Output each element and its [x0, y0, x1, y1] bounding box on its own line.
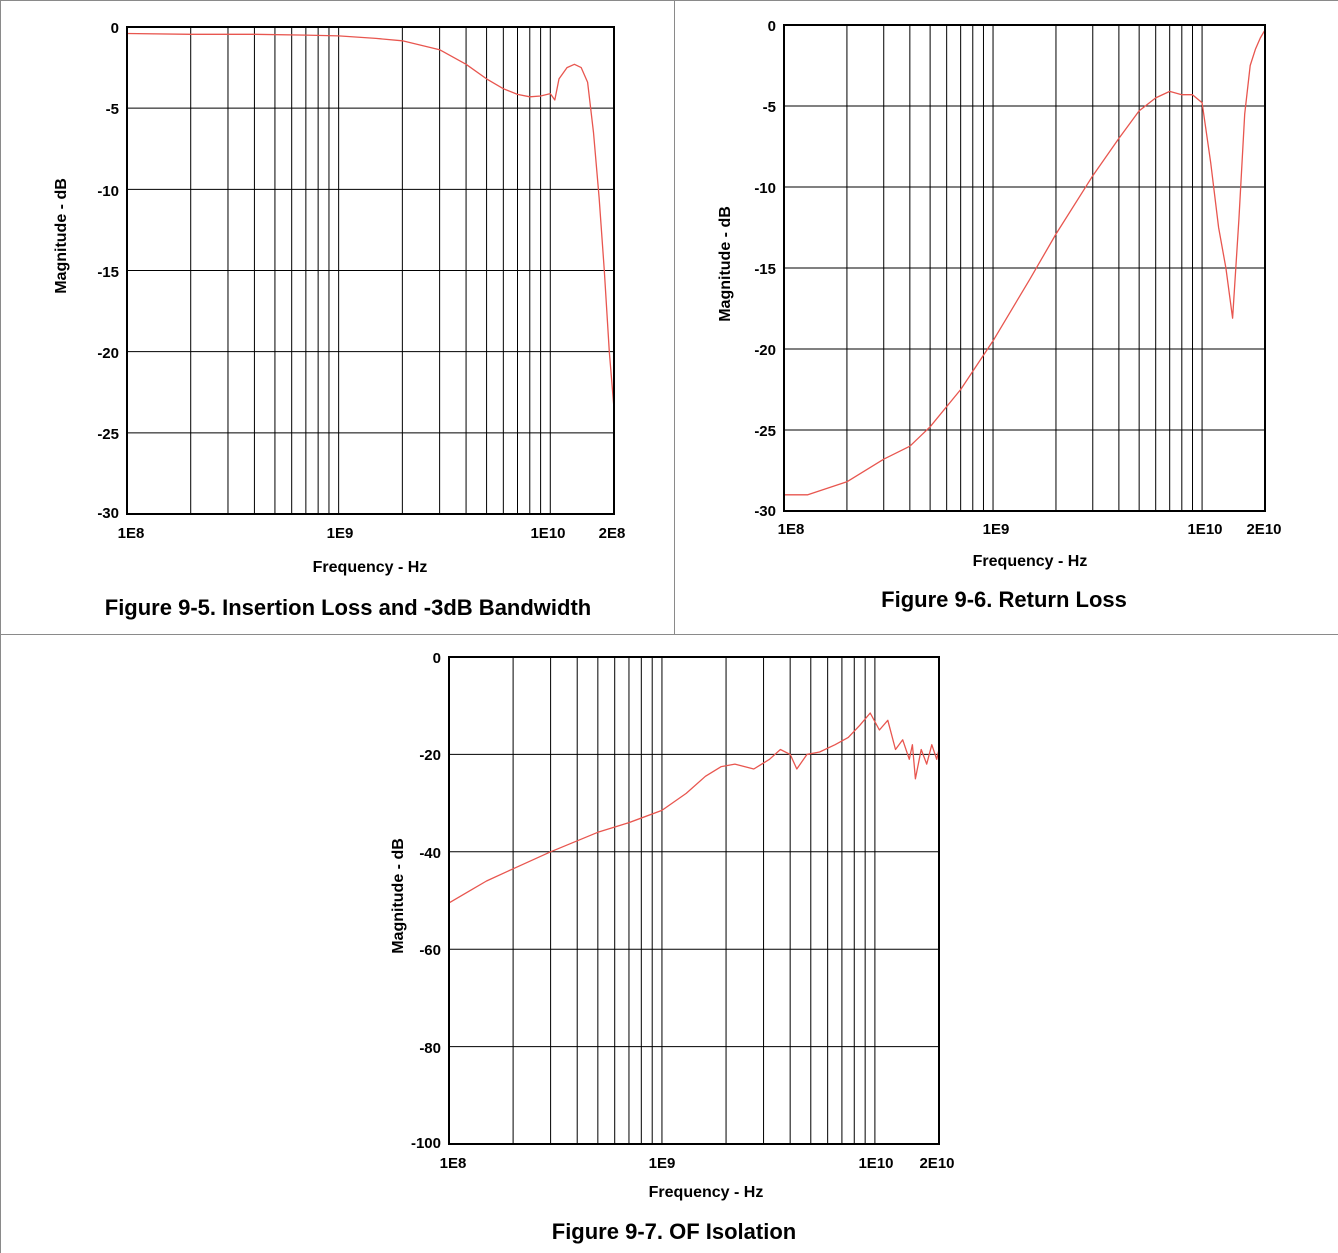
y-tick-label: -5 [106, 101, 119, 118]
chart-series-layer [448, 712, 940, 904]
y-tick-label: -20 [419, 747, 441, 764]
y-tick-labels: 0 -5 -10 -15 -20 -25 -30 [754, 18, 776, 520]
y-tick-labels: 0 -20 -40 -60 -80 -100 [411, 650, 441, 1152]
x-tick-label: 1E9 [983, 521, 1010, 538]
y-tick-label: -10 [754, 180, 776, 197]
series-line [784, 29, 1266, 496]
y-tick-label: -15 [97, 264, 119, 281]
y-tick-label: -25 [754, 423, 776, 440]
x-axis-label: Frequency - Hz [973, 553, 1088, 570]
x-tick-label: 1E9 [649, 1155, 676, 1172]
x-axis-label: Frequency - Hz [649, 1184, 764, 1201]
x-axis-label: Frequency - Hz [313, 559, 428, 576]
y-tick-label: -100 [411, 1135, 441, 1152]
row-divider [0, 634, 1338, 635]
chart-series-layer [126, 32, 615, 409]
series-line [126, 32, 615, 409]
chart-grid [784, 25, 1265, 511]
y-tick-label: 0 [111, 20, 119, 37]
x-tick-labels: 1E8 1E9 1E10 2E8 [118, 525, 626, 542]
y-axis-label: Magnitude - dB [390, 838, 407, 954]
y-tick-label: -20 [97, 345, 119, 362]
y-axis-label: Magnitude - dB [717, 206, 734, 322]
x-tick-labels: 1E8 1E9 1E10 2E10 [440, 1155, 955, 1172]
x-tick-label: 1E10 [1187, 521, 1222, 538]
chart-grid [127, 27, 614, 514]
plot-frame [126, 26, 615, 515]
y-tick-label: -60 [419, 942, 441, 959]
left-border [0, 0, 1, 1253]
x-tick-label: 2E10 [919, 1155, 954, 1172]
center-divider [674, 0, 675, 634]
figure-caption: Figure 9-6. Return Loss [881, 587, 1127, 612]
plot-frame [448, 656, 940, 1145]
y-tick-labels: 0 -5 -10 -15 -20 -25 -30 [97, 20, 119, 522]
top-border [0, 0, 1338, 1]
series-line [448, 712, 940, 904]
x-tick-label: 2E8 [599, 525, 626, 542]
y-tick-label: 0 [433, 650, 441, 667]
chart-figure-9-6: 0 -5 -10 -15 -20 -25 -30 1E8 1E9 1E10 2E… [717, 18, 1282, 612]
y-tick-label: -80 [419, 1040, 441, 1057]
x-tick-label: 1E10 [530, 525, 565, 542]
chart-figure-9-5: 0 -5 -10 -15 -20 -25 -30 1E8 1E9 1E10 2E… [53, 20, 625, 620]
y-tick-label: -5 [763, 99, 776, 116]
y-tick-label: -20 [754, 342, 776, 359]
chart-series-layer [784, 29, 1266, 496]
y-tick-label: -30 [754, 503, 776, 520]
chart-grid [449, 657, 939, 1144]
x-tick-label: 1E9 [327, 525, 354, 542]
chart-figure-9-7: 0 -20 -40 -60 -80 -100 1E8 1E9 1E10 2E10… [390, 650, 955, 1244]
y-tick-label: -25 [97, 426, 119, 443]
x-tick-label: 1E8 [778, 521, 805, 538]
figure-caption: Figure 9-5. Insertion Loss and -3dB Band… [105, 595, 591, 620]
y-tick-label: -30 [97, 505, 119, 522]
x-tick-label: 1E8 [118, 525, 145, 542]
y-tick-label: -10 [97, 183, 119, 200]
y-tick-label: 0 [768, 18, 776, 35]
x-tick-label: 1E8 [440, 1155, 467, 1172]
y-tick-label: -40 [419, 845, 441, 862]
x-tick-labels: 1E8 1E9 1E10 2E10 [778, 521, 1282, 538]
x-tick-label: 2E10 [1246, 521, 1281, 538]
figure-caption: Figure 9-7. OF Isolation [552, 1219, 796, 1244]
y-axis-label: Magnitude - dB [53, 178, 70, 294]
x-tick-label: 1E10 [858, 1155, 893, 1172]
plot-frame [783, 24, 1266, 512]
y-tick-label: -15 [754, 261, 776, 278]
